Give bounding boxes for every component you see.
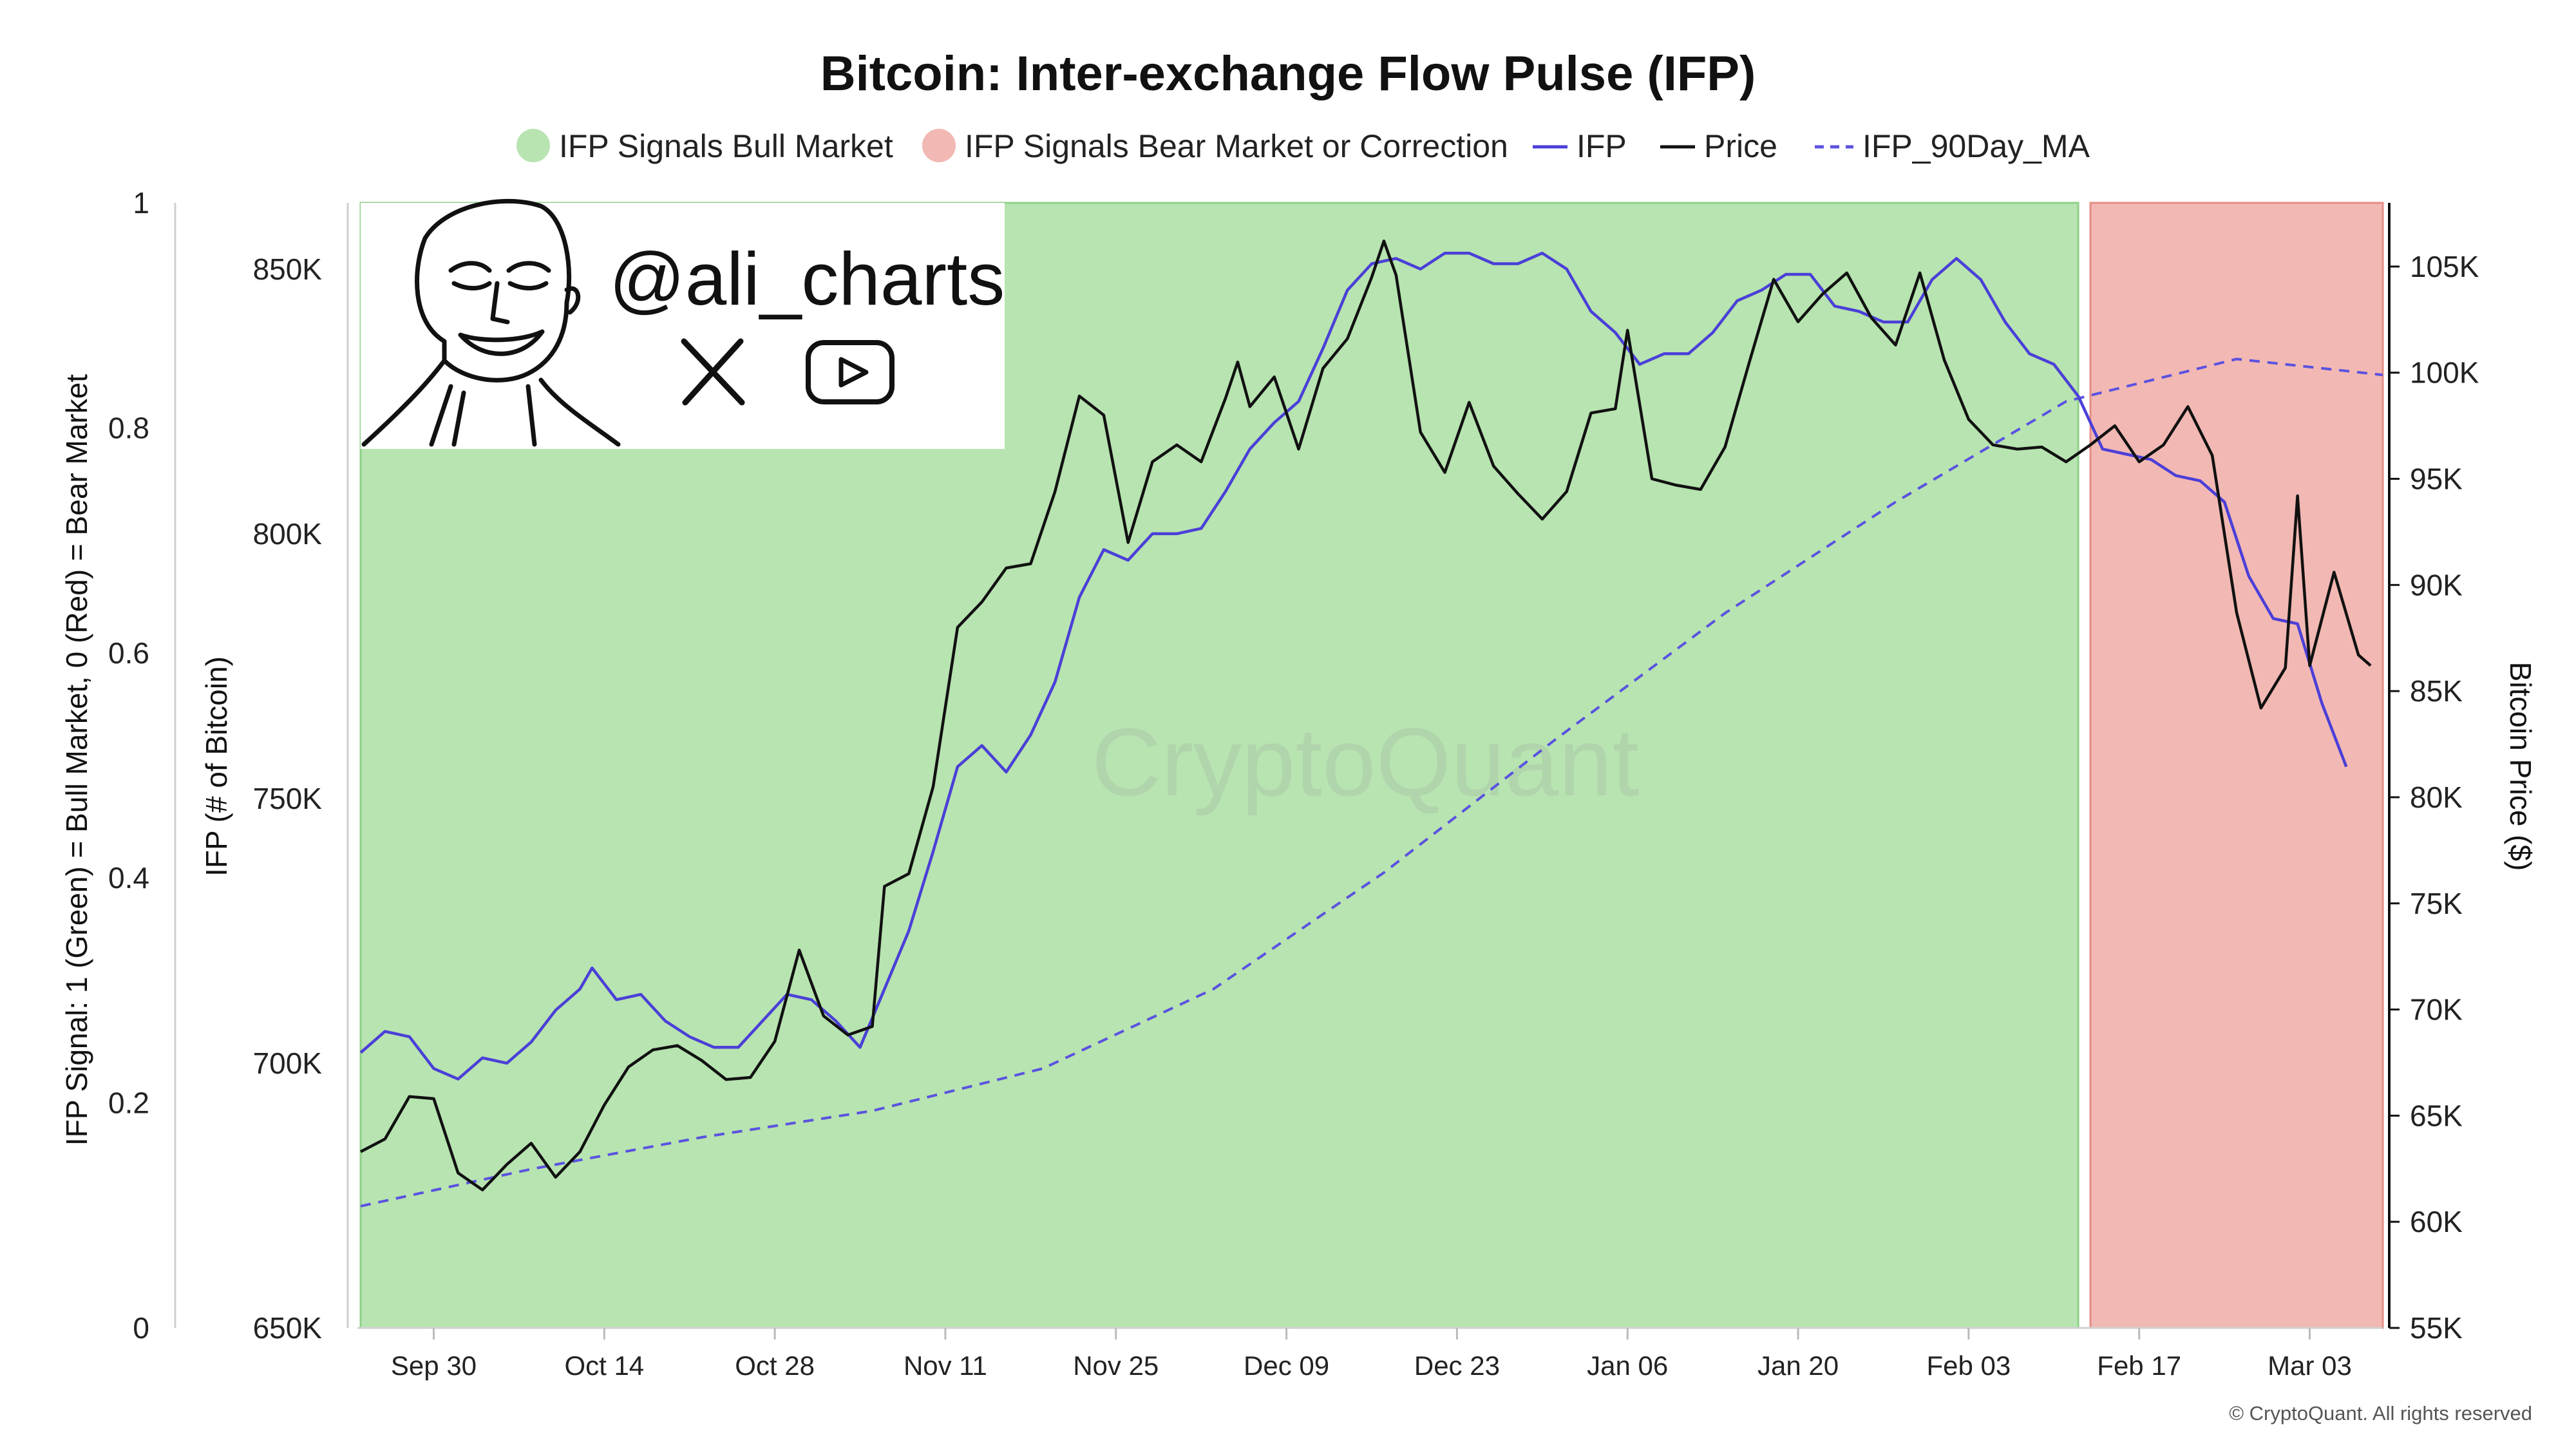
price-line	[359, 240, 2372, 1191]
legend-bull-swatch	[516, 129, 550, 162]
price-tick-label: 55K	[2410, 1311, 2463, 1345]
legend-price-label[interactable]: Price	[1704, 128, 1777, 164]
signal-tick-label: 0.8	[108, 411, 149, 444]
legend: IFP Signals Bull Market IFP Signals Bear…	[516, 128, 2090, 164]
legend-bear-label[interactable]: IFP Signals Bear Market or Correction	[965, 128, 1508, 164]
price-tick-label: 75K	[2410, 887, 2463, 920]
x-tick-label: Oct 14	[564, 1350, 644, 1381]
signal-axis-title: IFP Signal: 1 (Green) = Bull Market, 0 (…	[60, 374, 93, 1146]
watermark: CryptoQuant	[1092, 708, 1639, 816]
price-tick-label: 60K	[2410, 1205, 2463, 1238]
ma-90day-line	[360, 357, 2383, 1208]
x-tick-label: Nov 25	[1073, 1350, 1159, 1381]
ifp-line	[359, 251, 2348, 1081]
ifp-axis-title: IFP (# of Bitcoin)	[200, 656, 233, 876]
price-tick-label: 90K	[2410, 568, 2463, 601]
x-tick-label: Dec 23	[1414, 1350, 1500, 1381]
legend-bull-label[interactable]: IFP Signals Bull Market	[559, 128, 893, 164]
x-tick-label: Sep 30	[391, 1350, 477, 1381]
x-tick-label: Feb 03	[1926, 1350, 2011, 1381]
branding-background	[361, 203, 1005, 449]
x-tick-label: Oct 28	[735, 1350, 815, 1381]
signal-tick-label: 0.4	[108, 861, 149, 895]
price-tick-label: 85K	[2410, 674, 2463, 708]
handle-text: @ali_charts	[609, 237, 1005, 321]
legend-ifp-label[interactable]: IFP	[1577, 128, 1627, 164]
chart-title: Bitcoin: Inter-exchange Flow Pulse (IFP)	[820, 46, 1756, 101]
ifp-tick-label: 800K	[253, 517, 323, 551]
price-tick-label: 105K	[2410, 250, 2479, 283]
bear-region	[2089, 202, 2384, 1329]
x-tick-label: Dec 09	[1244, 1350, 1329, 1381]
legend-ma-label[interactable]: IFP_90Day_MA	[1862, 128, 2090, 164]
price-tick-label: 80K	[2410, 781, 2463, 814]
signal-axis-ticks: 0 0.2 0.4 0.6 0.8 1	[108, 186, 149, 1345]
ifp-tick-label: 700K	[253, 1046, 323, 1080]
ifp-tick-label: 750K	[253, 782, 323, 815]
x-tick-label: Jan 20	[1757, 1350, 1839, 1381]
price-tick-label: 100K	[2410, 356, 2479, 390]
series-lines	[359, 240, 2383, 1208]
signal-tick-label: 0	[133, 1311, 149, 1345]
price-axis-title: Bitcoin Price ($)	[2504, 662, 2537, 871]
x-tick-label: Mar 03	[2268, 1350, 2352, 1381]
signal-tick-label: 0.2	[108, 1086, 149, 1120]
x-axis-ticks: Sep 30 Oct 14 Oct 28 Nov 11 Nov 25 Dec 09 Dec …	[391, 1328, 2352, 1381]
x-logo-icon[interactable]	[681, 338, 745, 406]
price-tick-label: 65K	[2410, 1099, 2463, 1132]
price-tick-label: 95K	[2410, 462, 2463, 496]
caricature-image	[361, 198, 621, 447]
ifp-tick-label: 650K	[253, 1311, 323, 1345]
copyright-credit: © CryptoQuant. All rights reserved	[2229, 1402, 2532, 1425]
ifp-tick-label: 850K	[253, 252, 323, 286]
signal-tick-label: 0.6	[108, 636, 149, 670]
price-axis-ticks: 55K 60K 65K 70K 75K 80K 85K 90K 95K 100K 105K	[2389, 250, 2479, 1345]
legend-bear-swatch	[922, 129, 956, 162]
price-tick-label: 70K	[2410, 993, 2463, 1027]
x-tick-label: Jan 06	[1587, 1350, 1668, 1381]
signal-tick-label: 1	[133, 186, 149, 220]
youtube-icon[interactable]	[806, 340, 895, 404]
ifp-axis-ticks: 650K 700K 750K 800K 850K	[253, 252, 323, 1345]
branding-box: @ali_charts	[361, 198, 1005, 449]
x-tick-label: Feb 17	[2097, 1350, 2181, 1381]
x-tick-label: Nov 11	[904, 1350, 987, 1381]
